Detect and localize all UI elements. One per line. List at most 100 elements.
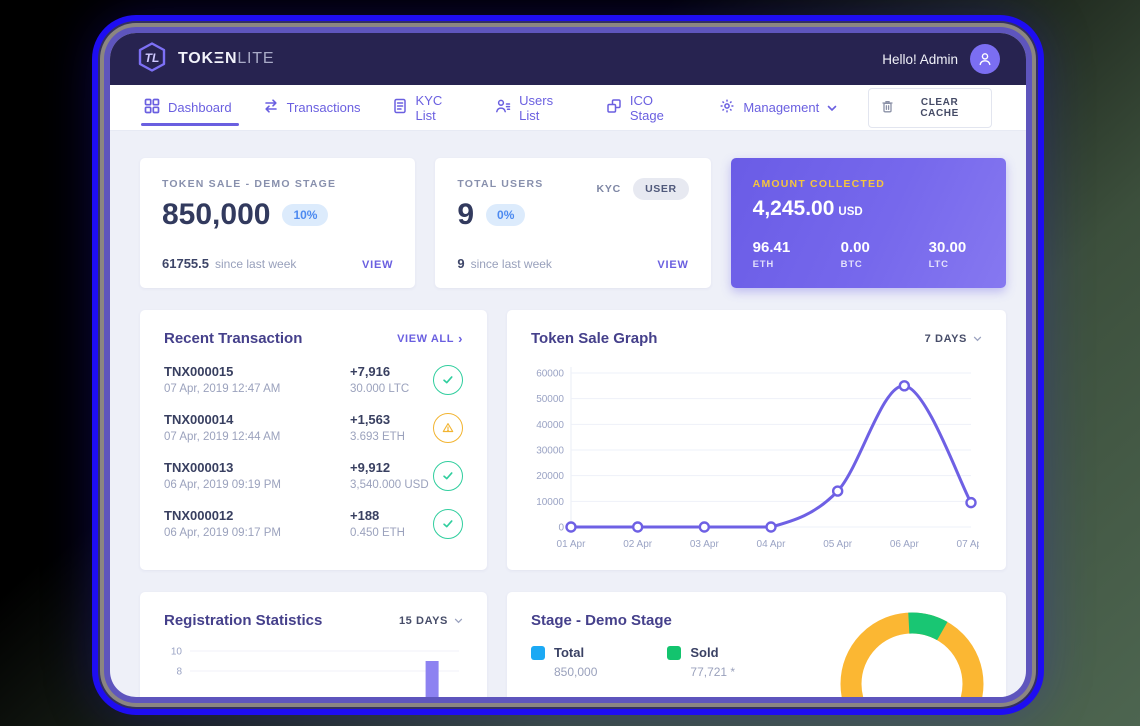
transaction-row[interactable]: TNX000013 06 Apr, 2019 09:19 PM +9,912 3,5… <box>164 460 463 491</box>
svg-text:02 Apr: 02 Apr <box>623 539 653 550</box>
registration-bar-chart: 10 8 <box>171 647 459 697</box>
nav-item-transactions[interactable]: Transactions <box>263 85 361 130</box>
stacked-cubes-icon <box>606 98 622 117</box>
transaction-row[interactable]: TNX000012 06 Apr, 2019 09:17 PM +188 0.450… <box>164 508 463 539</box>
nav-item-ico-stage[interactable]: ICO Stage <box>606 85 688 130</box>
view-all-link[interactable]: VIEW ALL › <box>397 331 463 346</box>
breakdown-ltc: 30.00 LTC <box>928 239 967 270</box>
range-dropdown-7days[interactable]: 7 DAYS <box>925 333 982 345</box>
stage-legend: Total 850,000 Sold 77,721 * <box>531 645 982 679</box>
breakdown-btc: 0.00 BTC <box>840 239 870 270</box>
delta-label: since last week <box>470 257 552 271</box>
token-sale-graph-panel: Token Sale Graph 7 DAYS 0 10000 20000 30000… <box>507 310 1006 570</box>
delta-value: 9 <box>457 256 465 271</box>
svg-text:01 Apr: 01 Apr <box>557 539 587 550</box>
app-window: TL TOKΞNLITE Hello! Admin Da <box>110 33 1026 697</box>
transaction-row[interactable]: TNX000014 07 Apr, 2019 12:44 AM +1,563 3.6… <box>164 412 463 443</box>
user-list-icon <box>495 98 511 117</box>
nav-item-management[interactable]: Management <box>719 85 837 130</box>
nav-label: ICO Stage <box>629 92 664 123</box>
panel-title: Token Sale Graph <box>531 330 658 347</box>
total-users-percent-badge: 0% <box>486 204 526 226</box>
token-sale-line-chart: 0 10000 20000 30000 40000 50000 60000 01 Apr 02 … <box>536 367 986 550</box>
person-icon <box>979 53 991 66</box>
list-document-icon <box>392 98 408 117</box>
token-sale-stat-card: TOKEN SALE - DEMO STAGE 850,000 10% 6175… <box>140 158 416 288</box>
chevron-down-icon <box>454 618 463 623</box>
view-link[interactable]: VIEW <box>362 259 394 271</box>
transaction-status-icon[interactable] <box>433 508 463 539</box>
view-link[interactable]: VIEW <box>657 259 689 271</box>
nav-label: Management <box>743 100 820 115</box>
sold-swatch <box>667 645 682 660</box>
stat-card-title: TOTAL USERS <box>457 178 544 190</box>
svg-text:04 Apr: 04 Apr <box>757 539 787 550</box>
delta-label: since last week <box>215 257 297 271</box>
tokenlite-hexagon-logo-icon: TL <box>136 41 168 78</box>
transaction-row[interactable]: TNX000015 07 Apr, 2019 12:47 AM +7,916 30.… <box>164 364 463 395</box>
transaction-status-icon[interactable] <box>433 364 463 395</box>
svg-text:03 Apr: 03 Apr <box>690 539 720 550</box>
total-users-value: 9 <box>457 198 475 231</box>
recent-transactions-panel: Recent Transaction VIEW ALL › TNX000015 07… <box>140 310 487 570</box>
panel-title: Stage - Demo Stage <box>531 612 672 629</box>
nav-label: Users List <box>519 92 554 123</box>
stage-demo-stage-panel: Stage - Demo Stage Total 850,000 Sold 77… <box>507 592 1006 697</box>
nav-item-dashboard[interactable]: Dashboard <box>141 85 239 130</box>
kyc-toggle[interactable]: KYC <box>596 183 622 195</box>
svg-text:10: 10 <box>171 647 183 658</box>
nav-label: Dashboard <box>168 100 232 115</box>
dashboard-grid-icon <box>144 98 160 117</box>
total-swatch <box>531 645 545 660</box>
transaction-status-icon[interactable] <box>433 460 463 491</box>
breakdown-eth: 96.41 ETH <box>752 239 791 270</box>
svg-text:40000: 40000 <box>536 420 564 431</box>
amount-value: 4,245.00 <box>752 197 835 220</box>
token-sale-percent-badge: 10% <box>282 204 329 226</box>
user-toggle[interactable]: USER <box>633 178 689 200</box>
top-header: TL TOKΞNLITE Hello! Admin <box>110 33 1026 85</box>
clear-cache-label: CLEAR CACHE <box>920 96 959 119</box>
svg-text:07 Apr: 07 Apr <box>957 539 979 550</box>
warning-icon <box>442 422 454 432</box>
svg-text:20000: 20000 <box>536 471 564 482</box>
chevron-down-icon <box>973 336 982 341</box>
amount-currency: USD <box>838 206 863 218</box>
svg-text:05 Apr: 05 Apr <box>823 539 853 550</box>
legend-item-sold: Sold 77,721 * <box>667 645 735 679</box>
panel-title: Registration Statistics <box>164 612 323 629</box>
transaction-status-icon[interactable] <box>433 412 463 443</box>
chevron-right-icon: › <box>458 331 463 346</box>
brand-wordmark: TOKΞNLITE <box>178 50 275 67</box>
legend-item-total: Total 850,000 <box>531 645 597 679</box>
trash-icon <box>882 100 893 116</box>
svg-text:06 Apr: 06 Apr <box>890 539 920 550</box>
check-icon <box>443 471 453 479</box>
nav-item-users-list[interactable]: Users List <box>495 85 575 130</box>
svg-text:60000: 60000 <box>536 369 564 380</box>
registration-statistics-panel: Registration Statistics 15 DAYS 10 8 <box>140 592 487 697</box>
check-icon <box>443 519 453 527</box>
main-nav: Dashboard Transactions KYC List <box>110 85 1026 131</box>
gear-icon <box>719 98 735 117</box>
svg-text:TL: TL <box>145 51 160 65</box>
brand-logo[interactable]: TL TOKΞNLITE <box>136 41 274 78</box>
greeting-text: Hello! Admin <box>882 51 958 67</box>
nav-label: KYC List <box>415 92 443 123</box>
amount-collected-card: AMOUNT COLLECTED 4,245.00 USD 96.41 ETH 0… <box>730 158 1006 288</box>
nav-label: Transactions <box>286 100 361 115</box>
svg-text:10000: 10000 <box>536 497 564 508</box>
clear-cache-button[interactable]: CLEAR CACHE <box>868 87 993 128</box>
stat-card-title: TOKEN SALE - DEMO STAGE <box>162 178 337 190</box>
stage-donut-chart <box>840 612 984 697</box>
dashboard-content: TOKEN SALE - DEMO STAGE 850,000 10% 6175… <box>110 131 1026 697</box>
svg-text:30000: 30000 <box>536 446 564 457</box>
svg-text:8: 8 <box>176 667 182 678</box>
range-dropdown-15days[interactable]: 15 DAYS <box>399 615 463 627</box>
user-avatar[interactable] <box>970 44 1000 74</box>
amount-card-title: AMOUNT COLLECTED <box>752 178 886 190</box>
panel-title: Recent Transaction <box>164 330 303 347</box>
transfer-arrows-icon <box>263 98 279 117</box>
token-sale-value: 850,000 <box>162 198 271 231</box>
nav-item-kyc-list[interactable]: KYC List <box>392 85 465 130</box>
